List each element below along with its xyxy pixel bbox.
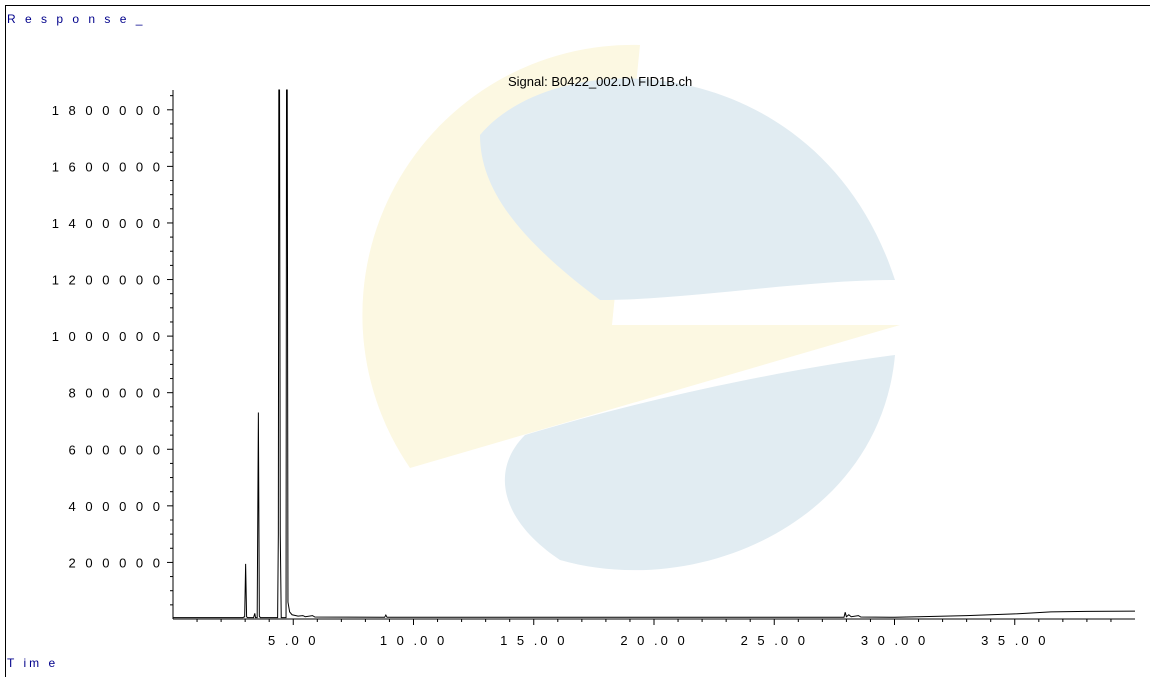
x-tick-label: 1 0 .0 0 bbox=[380, 633, 447, 648]
x-tick-label: 2 5 .0 0 bbox=[741, 633, 808, 648]
y-tick-label: 1 4 0 0 0 0 0 bbox=[52, 216, 163, 231]
signal-trace bbox=[173, 89, 1136, 619]
y-tick-label: 1 8 0 0 0 0 0 bbox=[52, 103, 163, 118]
x-tick-label: 1 5 .0 0 bbox=[500, 633, 567, 648]
response-axis-label: R e s p o n s e _ bbox=[7, 12, 146, 26]
x-tick-label: 3 0 .0 0 bbox=[861, 633, 928, 648]
y-tick-label: 1 2 0 0 0 0 0 bbox=[52, 273, 163, 288]
watermark-lower-arc bbox=[504, 355, 895, 571]
company-logo-watermark bbox=[362, 44, 900, 571]
y-tick-label: 8 0 0 0 0 0 bbox=[69, 386, 163, 401]
y-tick-label: 6 0 0 0 0 0 bbox=[69, 442, 163, 457]
signal-title: Signal: B0422_002.D\ FID1B.ch bbox=[508, 74, 692, 89]
y-tick-label: 4 0 0 0 0 0 bbox=[69, 499, 163, 514]
chart-frame bbox=[5, 5, 1150, 677]
tick-group: 5 .0 0 1 0 .0 0 1 5 .0 0 2 0 .0 0 2 5 .0 0 3 … bbox=[52, 95, 1112, 648]
y-tick-label: 2 0 0 0 0 0 bbox=[69, 555, 163, 570]
y-tick-label: 1 6 0 0 0 0 0 bbox=[52, 159, 163, 174]
y-tick-label: 1 0 0 0 0 0 0 bbox=[52, 329, 163, 344]
x-tick-label: 3 5 .0 0 bbox=[981, 633, 1048, 648]
time-axis-label: T im e bbox=[7, 656, 59, 670]
x-tick-label: 5 .0 0 bbox=[268, 633, 319, 648]
series-group bbox=[173, 89, 1136, 619]
watermark-upper-arc bbox=[480, 78, 895, 300]
x-tick-label: 2 0 .0 0 bbox=[620, 633, 687, 648]
